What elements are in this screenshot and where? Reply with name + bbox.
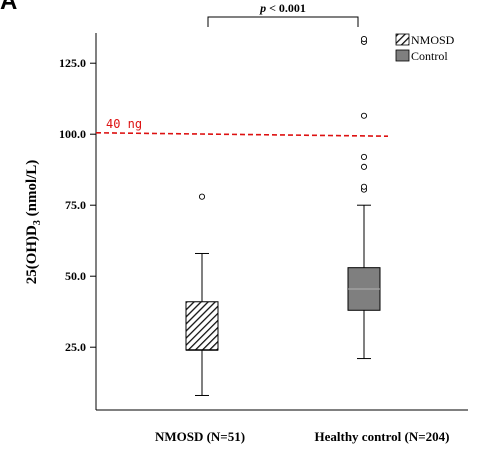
y-tick-label: 50.0 [65,269,86,283]
legend-label-control: Control [411,49,448,63]
outlier-point [360,183,368,190]
p-value-text: < 0.001 [266,1,306,15]
legend-swatch-control [395,49,410,62]
y-axis-label-main: 25(OH)D [24,225,40,284]
p-symbol: p [259,1,266,15]
y-tick-label: 25.0 [65,340,86,354]
significance-bracket [207,16,359,27]
outlier-point [198,193,206,200]
legend-swatch-nmosd [395,33,410,46]
reference-line-label: 40 ng [106,117,142,131]
significance-label: p < 0.001 [259,1,306,15]
outlier-point [360,153,368,160]
reference-line-40ng [95,131,389,137]
y-tick-label: 75.0 [65,198,86,212]
outlier-point [360,112,368,119]
outlier-point [360,163,368,170]
y-axis-label: 25(OH)D3 (nmol/L) [24,160,43,285]
legend: NMOSD Control [395,33,455,63]
category-label-nmosd: NMOSD (N=51) [155,429,245,444]
y-tick-label: 100.0 [59,127,86,141]
box-nmosd [185,193,219,396]
box-control [347,36,381,360]
y-axis-label-units: (nmol/L) [24,160,40,220]
y-axis-label-subscript: 3 [32,220,43,225]
outlier-point [360,36,368,43]
category-label-control: Healthy control (N=204) [315,429,450,444]
y-ticks: 25.0 50.0 75.0 100.0 125.0 [59,56,96,354]
legend-label-nmosd: NMOSD [411,33,455,47]
y-tick-label: 125.0 [59,56,86,70]
panel-letter: A [0,0,18,15]
iqr-box [185,301,219,351]
